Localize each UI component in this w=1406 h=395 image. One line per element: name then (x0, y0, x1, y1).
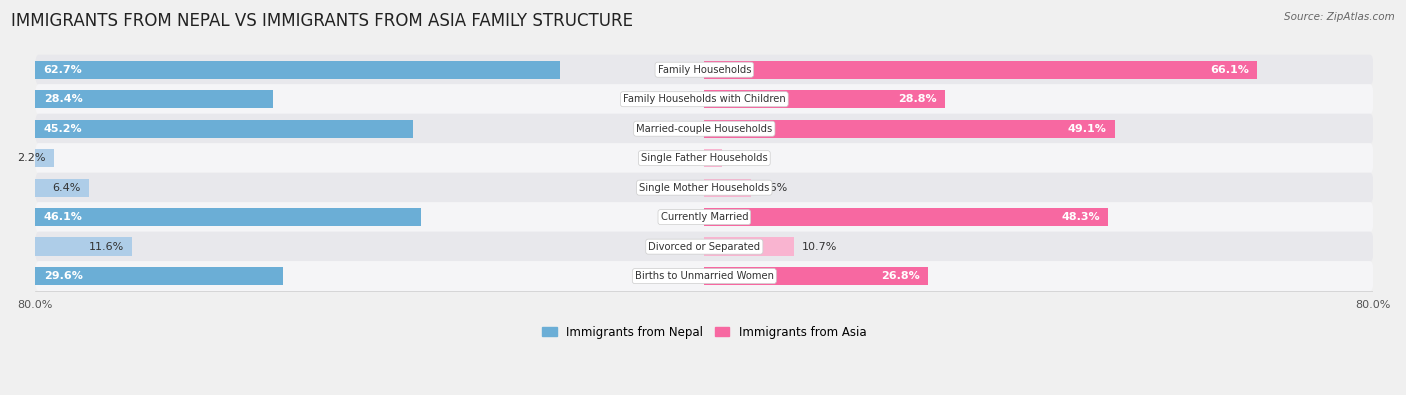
FancyBboxPatch shape (35, 173, 1374, 203)
Text: 48.3%: 48.3% (1062, 212, 1099, 222)
Text: Divorced or Separated: Divorced or Separated (648, 242, 761, 252)
Text: Single Father Households: Single Father Households (641, 153, 768, 163)
Text: 10.7%: 10.7% (803, 242, 838, 252)
Text: 6.4%: 6.4% (52, 182, 80, 193)
Text: Single Mother Households: Single Mother Households (640, 182, 769, 193)
Text: 28.8%: 28.8% (898, 94, 936, 104)
Text: 62.7%: 62.7% (44, 65, 83, 75)
FancyBboxPatch shape (35, 143, 1374, 173)
Text: 29.6%: 29.6% (44, 271, 83, 281)
Bar (704, 179, 751, 197)
Text: Currently Married: Currently Married (661, 212, 748, 222)
Text: Married-couple Households: Married-couple Households (636, 124, 772, 134)
Bar (35, 120, 413, 138)
Legend: Immigrants from Nepal, Immigrants from Asia: Immigrants from Nepal, Immigrants from A… (537, 321, 870, 343)
Bar (35, 90, 273, 108)
Bar (704, 267, 928, 285)
FancyBboxPatch shape (35, 55, 1374, 85)
Bar (704, 237, 794, 256)
Text: 46.1%: 46.1% (44, 212, 83, 222)
Text: IMMIGRANTS FROM NEPAL VS IMMIGRANTS FROM ASIA FAMILY STRUCTURE: IMMIGRANTS FROM NEPAL VS IMMIGRANTS FROM… (11, 12, 633, 30)
Bar (35, 237, 132, 256)
Text: 26.8%: 26.8% (882, 271, 920, 281)
FancyBboxPatch shape (35, 261, 1374, 291)
Text: 2.1%: 2.1% (730, 153, 759, 163)
Bar (704, 149, 721, 167)
FancyBboxPatch shape (35, 84, 1374, 114)
Text: 5.6%: 5.6% (759, 182, 787, 193)
Text: Source: ZipAtlas.com: Source: ZipAtlas.com (1284, 12, 1395, 22)
Text: 11.6%: 11.6% (89, 242, 124, 252)
Text: 66.1%: 66.1% (1209, 65, 1249, 75)
Bar (704, 90, 945, 108)
Text: 45.2%: 45.2% (44, 124, 83, 134)
Text: Births to Unmarried Women: Births to Unmarried Women (636, 271, 773, 281)
Bar (35, 179, 89, 197)
Bar (35, 149, 53, 167)
Bar (704, 208, 1108, 226)
Bar (704, 60, 1257, 79)
Text: Family Households: Family Households (658, 65, 751, 75)
Bar (704, 120, 1115, 138)
Text: 28.4%: 28.4% (44, 94, 83, 104)
Bar (35, 60, 560, 79)
FancyBboxPatch shape (35, 202, 1374, 232)
Bar (35, 208, 420, 226)
Text: 2.2%: 2.2% (17, 153, 45, 163)
FancyBboxPatch shape (35, 114, 1374, 144)
Text: 49.1%: 49.1% (1067, 124, 1107, 134)
Bar (35, 267, 283, 285)
Text: Family Households with Children: Family Households with Children (623, 94, 786, 104)
FancyBboxPatch shape (35, 231, 1374, 261)
